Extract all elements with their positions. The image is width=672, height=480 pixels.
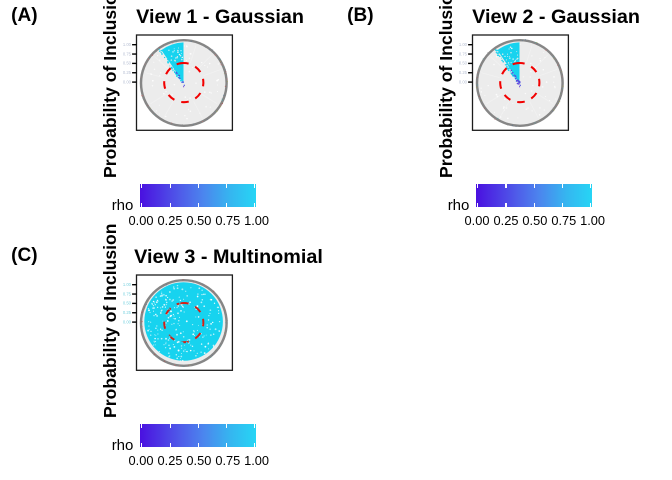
svg-text:0.25: 0.25: [123, 310, 132, 315]
svg-text:1.00: 1.00: [123, 42, 132, 47]
svg-text:0.25: 0.25: [123, 70, 132, 75]
svg-text:0.00: 0.00: [459, 79, 468, 84]
svg-text:0.50: 0.50: [123, 301, 132, 306]
svg-text:0.50: 0.50: [459, 61, 468, 66]
svg-text:0.75: 0.75: [123, 291, 132, 296]
svg-text:1.00: 1.00: [459, 42, 468, 47]
svg-text:0.25: 0.25: [459, 70, 468, 75]
svg-text:0.50: 0.50: [123, 61, 132, 66]
svg-text:0.00: 0.00: [123, 319, 132, 324]
svg-text:0.75: 0.75: [459, 51, 468, 56]
svg-text:0.00: 0.00: [123, 79, 132, 84]
svg-text:1.00: 1.00: [123, 282, 132, 287]
svg-text:0.75: 0.75: [123, 51, 132, 56]
